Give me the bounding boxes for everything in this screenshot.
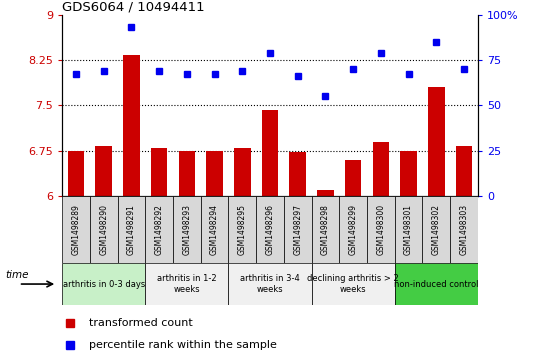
Text: GSM1498298: GSM1498298 — [321, 204, 330, 255]
Bar — [96, 146, 112, 363]
Bar — [201, 196, 228, 263]
Text: GSM1498292: GSM1498292 — [154, 204, 164, 255]
Text: GSM1498300: GSM1498300 — [376, 204, 386, 255]
Bar — [450, 196, 478, 263]
Text: transformed count: transformed count — [89, 318, 193, 328]
Text: arthritis in 0-3 days: arthritis in 0-3 days — [63, 280, 145, 289]
Bar — [151, 148, 167, 363]
Bar — [289, 152, 306, 363]
Bar — [312, 196, 339, 263]
Bar — [179, 151, 195, 363]
Bar — [62, 263, 145, 305]
Bar — [428, 87, 444, 363]
Bar — [68, 151, 84, 363]
Bar — [262, 110, 278, 363]
Bar — [373, 142, 389, 363]
Bar — [339, 196, 367, 263]
Text: GSM1498303: GSM1498303 — [460, 204, 469, 255]
Text: GSM1498297: GSM1498297 — [293, 204, 302, 255]
Bar — [62, 196, 90, 263]
Text: declining arthritis > 2
weeks: declining arthritis > 2 weeks — [307, 274, 399, 294]
Bar — [395, 263, 478, 305]
Text: GSM1498299: GSM1498299 — [349, 204, 357, 255]
Text: GSM1498296: GSM1498296 — [266, 204, 274, 255]
Bar — [317, 190, 334, 363]
Bar — [173, 196, 201, 263]
Bar — [90, 196, 118, 263]
Text: GSM1498289: GSM1498289 — [71, 204, 80, 255]
Text: percentile rank within the sample: percentile rank within the sample — [89, 340, 277, 350]
Text: GSM1498291: GSM1498291 — [127, 204, 136, 255]
Bar — [456, 146, 472, 363]
Bar — [345, 160, 361, 363]
Bar — [206, 151, 223, 363]
Bar — [228, 196, 256, 263]
Text: GDS6064 / 10494411: GDS6064 / 10494411 — [62, 0, 205, 13]
Bar — [118, 196, 145, 263]
Text: non-induced control: non-induced control — [394, 280, 478, 289]
Text: time: time — [5, 270, 29, 280]
Bar — [145, 196, 173, 263]
Bar — [234, 148, 251, 363]
Bar — [228, 263, 312, 305]
Text: GSM1498294: GSM1498294 — [210, 204, 219, 255]
Text: GSM1498302: GSM1498302 — [432, 204, 441, 255]
Bar — [312, 263, 395, 305]
Text: GSM1498301: GSM1498301 — [404, 204, 413, 255]
Text: GSM1498295: GSM1498295 — [238, 204, 247, 255]
Text: GSM1498293: GSM1498293 — [183, 204, 191, 255]
Bar — [367, 196, 395, 263]
Bar — [256, 196, 284, 263]
Bar — [400, 151, 417, 363]
Bar — [284, 196, 312, 263]
Bar — [123, 55, 140, 363]
Bar — [395, 196, 422, 263]
Text: arthritis in 3-4
weeks: arthritis in 3-4 weeks — [240, 274, 300, 294]
Bar — [145, 263, 228, 305]
Text: GSM1498290: GSM1498290 — [99, 204, 108, 255]
Text: arthritis in 1-2
weeks: arthritis in 1-2 weeks — [157, 274, 217, 294]
Bar — [422, 196, 450, 263]
